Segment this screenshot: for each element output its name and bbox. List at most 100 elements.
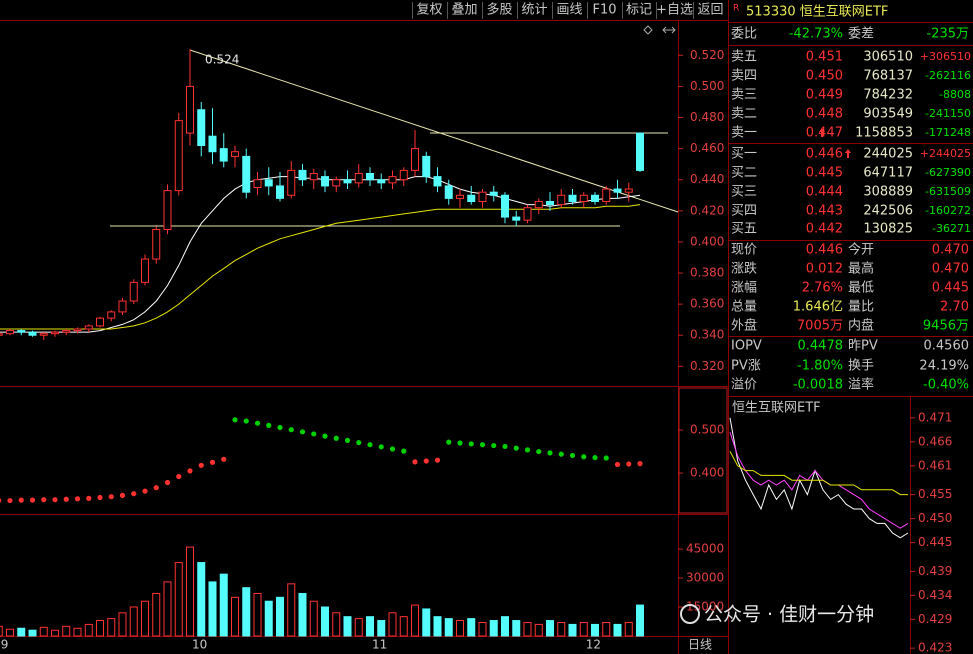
stat-cell: 涨幅	[731, 281, 757, 296]
candle-body	[219, 148, 228, 162]
volume-bar	[591, 623, 599, 637]
stat-cell: 溢率	[848, 377, 874, 393]
order-book-cell: 买五	[731, 222, 757, 237]
stat-cell: 溢价	[731, 378, 757, 393]
volume-bar	[264, 600, 273, 637]
sar-dot	[254, 420, 261, 426]
sar-dot	[187, 468, 193, 474]
volume-bar	[523, 621, 532, 637]
stat-cell: 换手	[848, 359, 874, 374]
tool-icon[interactable]	[643, 25, 653, 35]
order-book-cell: -631509	[925, 185, 971, 198]
stat-cell: 外盘	[731, 318, 757, 334]
volume-bar	[253, 592, 262, 637]
sar-dot	[536, 448, 542, 455]
order-book-cell: 242506	[863, 204, 913, 219]
y-tick-label: 0.360	[690, 297, 724, 311]
stat-cell: 0.445	[932, 281, 969, 296]
y-tick-label: 0.445	[918, 535, 952, 549]
order-book-cell: 647117	[863, 166, 913, 181]
sar-dot	[581, 454, 587, 460]
y-tick-label: 0.423	[918, 641, 952, 654]
candle-body	[6, 330, 14, 335]
volume-bar	[276, 596, 284, 637]
volume-bar	[501, 616, 509, 637]
sar-dot	[277, 424, 283, 431]
order-book-cell: 买一	[731, 147, 757, 162]
up-arrow	[845, 149, 851, 158]
volume-bar	[174, 562, 183, 637]
candle-body	[343, 179, 352, 184]
order-book-cell: 768137	[863, 69, 913, 84]
period-label[interactable]: 日线	[688, 638, 712, 652]
order-book-cell: -8808	[939, 88, 971, 101]
candle-body	[264, 179, 273, 187]
volume-bar	[17, 627, 26, 637]
candle-body	[208, 135, 217, 153]
sar-dot	[614, 461, 621, 468]
candle-body	[321, 176, 329, 187]
candle-body	[163, 190, 172, 230]
stat-cell: 2.76%	[802, 281, 843, 296]
volume-bar	[28, 629, 37, 637]
toolbar-button[interactable]: 标记	[626, 3, 652, 18]
stat-cell: 7005万	[797, 319, 843, 334]
toolbar-button[interactable]: 多股	[486, 2, 512, 18]
y-tick-label: 0.480	[690, 110, 724, 124]
candle-body	[242, 155, 251, 193]
order-book-cell: 卖四	[731, 69, 757, 84]
volume-bar	[624, 621, 633, 637]
tool-icon[interactable]	[662, 26, 676, 34]
order-book-cell: 0.449	[806, 88, 843, 103]
toolbar-button[interactable]: 复权	[416, 2, 442, 18]
volume-bar	[118, 612, 127, 637]
y-tick-label: 30000	[686, 571, 724, 585]
candle-body	[568, 194, 577, 203]
toolbar-button[interactable]: 叠加	[451, 3, 477, 18]
watermark-text: 公众号 · 佳财一分钟	[704, 604, 874, 626]
y-tick-label: 0.466	[918, 434, 952, 448]
order-book-cell: 0.442	[806, 222, 843, 237]
sar-dot	[176, 473, 182, 480]
toolbar-button[interactable]: +自选	[656, 3, 693, 18]
candle-body	[366, 173, 374, 181]
order-book-cell: 308889	[863, 185, 913, 200]
candle-body	[433, 176, 442, 187]
order-book-cell: 0.448	[806, 107, 843, 122]
sar-dot	[74, 496, 81, 502]
toolbar-button[interactable]: 返回	[697, 3, 723, 18]
candle-body	[534, 201, 543, 209]
sar-dot	[52, 497, 58, 503]
sar-dot	[18, 497, 24, 503]
volume-bar	[321, 606, 329, 637]
candle-body	[96, 317, 104, 327]
sar-dot	[468, 441, 474, 447]
toolbar-button[interactable]: F10	[592, 3, 616, 18]
intraday-line	[729, 451, 908, 496]
volume-bar	[456, 620, 464, 637]
stat-cell: 0.4478	[798, 339, 844, 354]
toolbar-button[interactable]: 画线	[556, 3, 582, 18]
stat-cell: 现价	[731, 243, 757, 258]
y-tick-label: 0.429	[918, 612, 952, 626]
stat-cell: 昨PV	[848, 339, 878, 354]
order-book-cell: -171248	[925, 126, 971, 139]
quote-cell: -235万	[926, 27, 969, 42]
stat-cell: 内盘	[848, 318, 874, 334]
order-book-cell: 卖五	[731, 50, 757, 65]
volume-bar	[208, 581, 217, 637]
intraday-line	[729, 432, 909, 529]
sar-dot	[221, 456, 227, 462]
y-tick-label: 0.455	[918, 487, 952, 501]
y-tick-label: 0.400	[690, 234, 724, 248]
sar-dot	[412, 459, 418, 465]
order-book-cell: -241150	[925, 107, 971, 120]
up-arrow	[819, 128, 825, 137]
candle-body	[118, 300, 127, 313]
intraday-title: 恒生互联网ETF	[732, 401, 821, 416]
toolbar-button[interactable]: 统计	[521, 3, 547, 18]
y-tick-label: 15000	[686, 600, 724, 614]
order-book-cell: 244025	[863, 147, 913, 162]
sar-dot	[333, 435, 339, 441]
